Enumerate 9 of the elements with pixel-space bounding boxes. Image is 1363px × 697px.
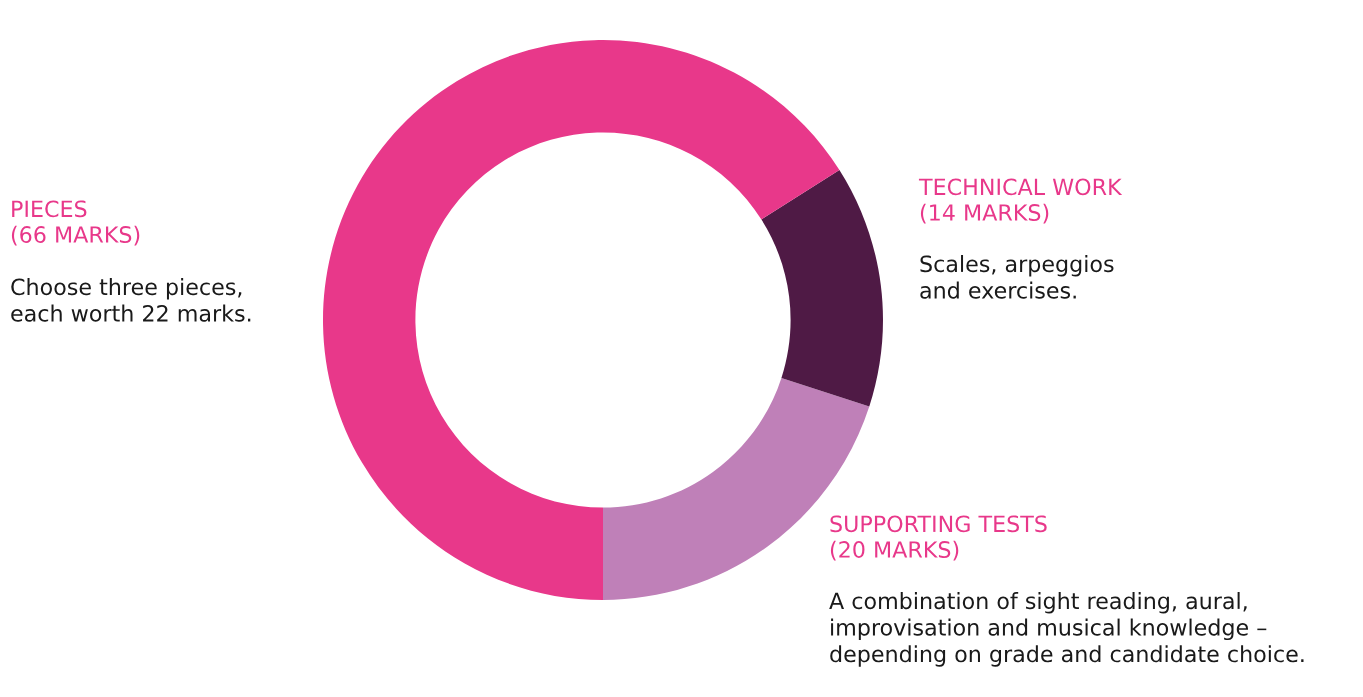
slice-label: TECHNICAL WORK (918, 178, 1123, 196)
data-label: (20 MARKS) (830, 540, 959, 561)
text: Choose three pieces, each worth 22 marks. (11, 278, 251, 322)
text: A combination of sight reading, aural, improvisation and musical knowledge – depending on grade and candidate choice. (829, 592, 1304, 667)
data-label: (66 MARKS) (11, 225, 140, 246)
slice-label: PIECES (12, 200, 87, 218)
slice-label: SUPPORTING TESTS (830, 515, 1047, 533)
data-label: (14 MARKS) (920, 203, 1049, 224)
text: Scales, arpeggios and exercises. (920, 255, 1114, 299)
